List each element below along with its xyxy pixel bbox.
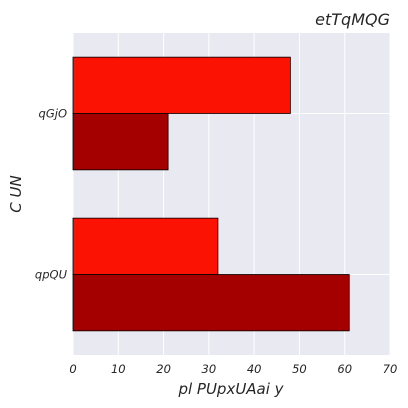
x-axis-label: pl PUpxUAai y (177, 380, 284, 398)
y-tick-label: qpQU (35, 268, 68, 282)
bar-series-1-qGjO (72, 56, 291, 114)
bar-series-0-qpQU (72, 274, 350, 332)
x-tick-label: 10 (111, 362, 126, 376)
y-axis-label: C UN (7, 175, 25, 212)
x-tick-label: 70 (383, 362, 398, 376)
y-tick-label: qGjO (39, 107, 67, 121)
x-tick-label: 60 (337, 362, 352, 376)
x-tick-label: 50 (292, 362, 307, 376)
chart-title: etTqMQG (315, 10, 390, 29)
y-tick-labels: qpQU qGjO (35, 107, 68, 282)
x-tick-label: 40 (247, 362, 262, 376)
bar-series-0-qGjO (72, 113, 169, 171)
x-tick-labels: 0 10 20 30 40 50 60 70 (69, 362, 397, 376)
x-tick-label: 0 (69, 362, 76, 376)
x-tick-label: 30 (202, 362, 217, 376)
x-tick-label: 20 (156, 362, 171, 376)
bar-series-1-qpQU (72, 217, 219, 275)
bars (72, 56, 350, 332)
